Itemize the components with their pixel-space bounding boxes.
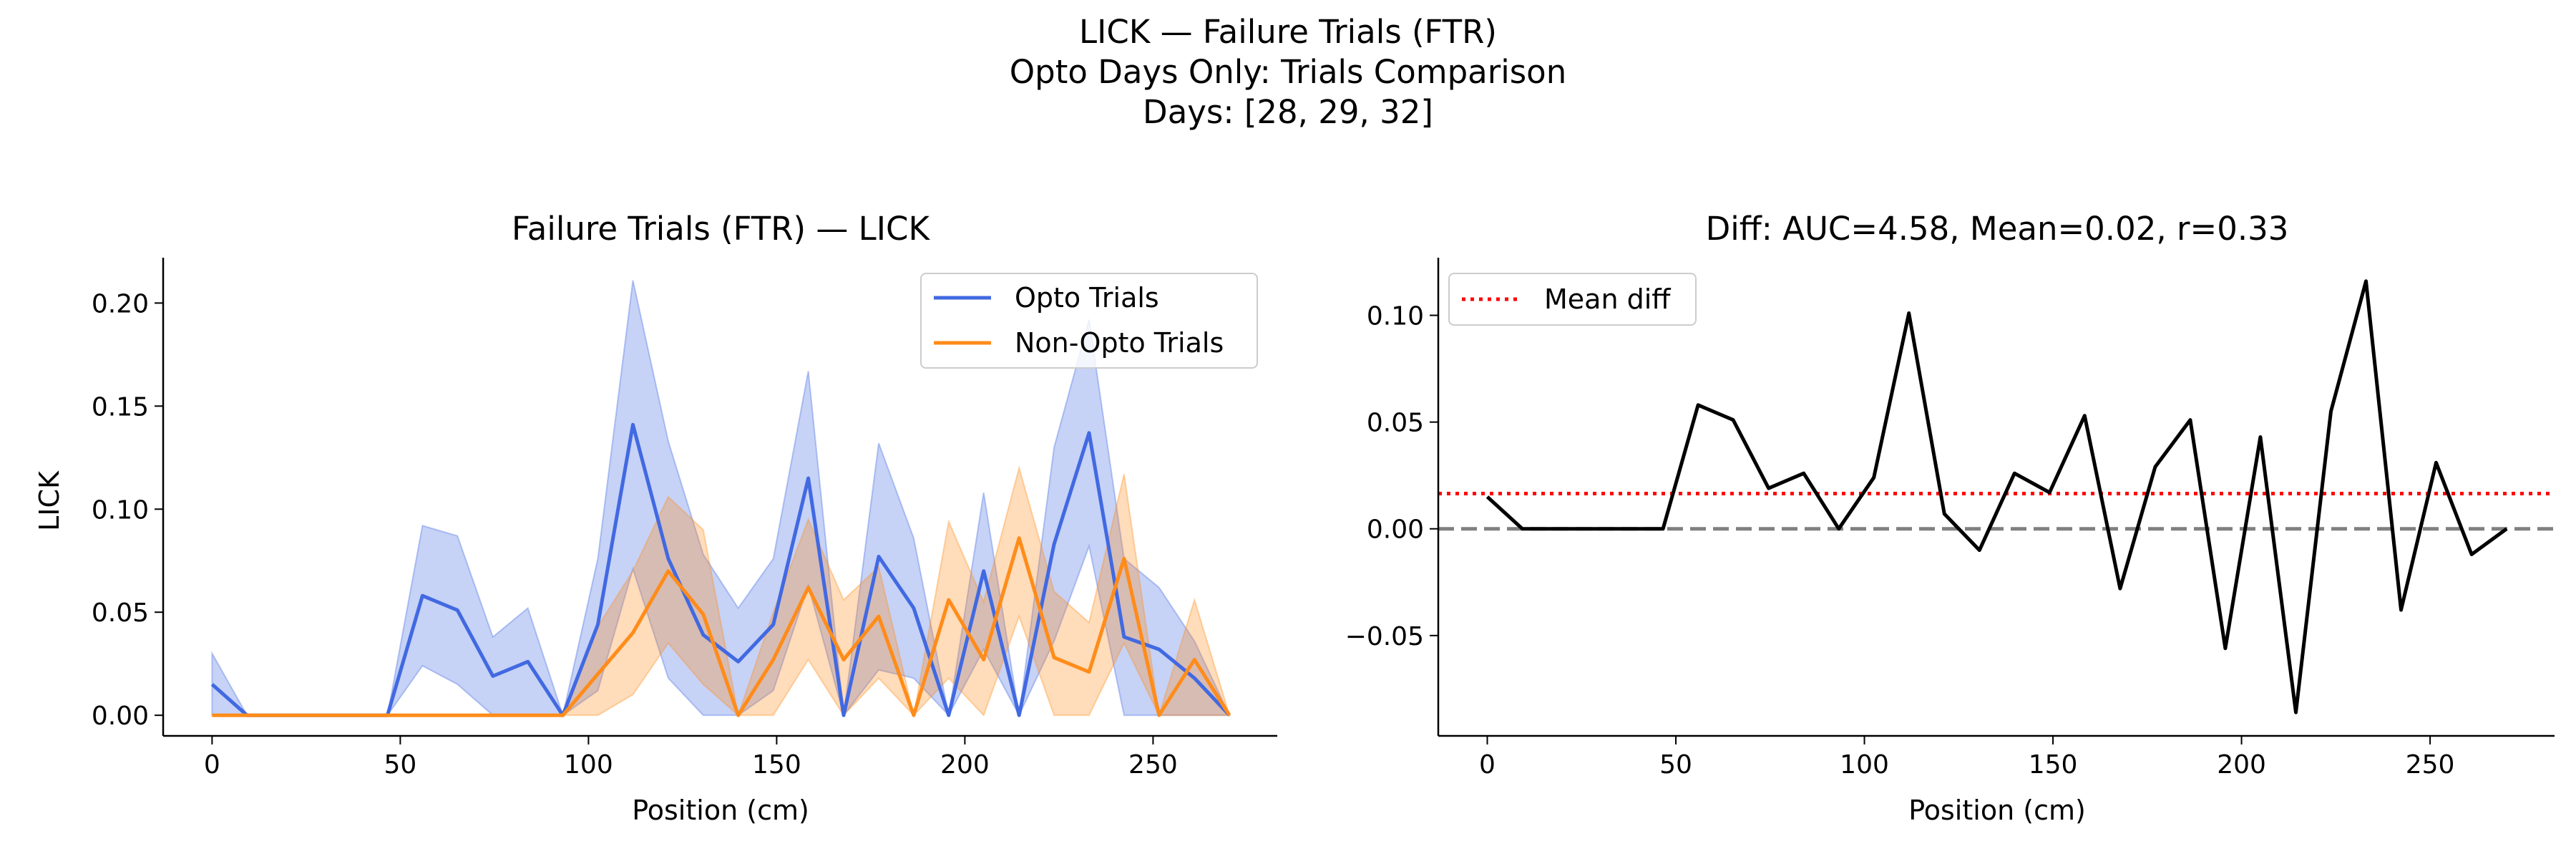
x-tick-label: 100 <box>564 750 613 780</box>
x-tick-label: 50 <box>384 750 416 780</box>
y-tick-label: −0.05 <box>1345 622 1424 651</box>
left-chart-legend: Opto Trials Non-Opto Trials <box>920 273 1258 369</box>
y-tick-label: 0.05 <box>1367 409 1424 438</box>
x-tick-label: 0 <box>1479 750 1496 780</box>
legend-frame <box>920 273 1258 369</box>
left-chart-series-lines <box>210 422 1231 717</box>
x-tick-label: 100 <box>1840 750 1889 780</box>
x-tick-label: 200 <box>940 750 990 780</box>
x-tick-label: 0 <box>204 750 220 780</box>
y-tick-label: 0.05 <box>92 598 149 628</box>
y-tick-label: 0.20 <box>92 289 149 319</box>
right-chart-axes <box>1437 258 2555 737</box>
y-tick-label: 0.00 <box>92 702 149 731</box>
right-chart-panel: Diff: AUC=4.58, Mean=0.02, r=0.33 0 50 100… <box>1345 210 2555 826</box>
left-chart-title: Failure Trials (FTR) — LICK <box>512 210 930 248</box>
x-tick-label: 150 <box>752 750 801 780</box>
x-tick-label: 50 <box>1659 750 1692 780</box>
left-chart-panel: Failure Trials (FTR) — LICK 0 50 100 150 200… <box>34 210 1277 826</box>
right-chart-legend: Mean diff <box>1448 273 1697 326</box>
y-tick-label: 0.15 <box>92 392 149 422</box>
y-tick-label: 0.10 <box>92 495 149 525</box>
suptitle-line-1: LICK — Failure Trials (FTR) <box>1079 13 1497 51</box>
right-chart-title: Diff: AUC=4.58, Mean=0.02, r=0.33 <box>1706 210 2289 248</box>
figure-suptitle: LICK — Failure Trials (FTR) Opto Days On… <box>1010 13 1566 131</box>
series-line-1 <box>212 536 1231 717</box>
left-chart-x-axis-label: Position (cm) <box>632 795 809 826</box>
left-chart-x-ticks: 0 50 100 150 200 250 <box>204 736 1178 780</box>
legend-label-mean-diff: Mean diff <box>1544 283 1671 315</box>
y-tick-label: 0.00 <box>1367 515 1424 545</box>
y-tick-label: 0.10 <box>1367 302 1424 331</box>
x-tick-label: 200 <box>2217 750 2266 780</box>
left-chart-axes <box>162 258 1277 737</box>
suptitle-line-2: Opto Days Only: Trials Comparison <box>1010 53 1566 91</box>
right-chart-series-lines <box>1485 279 2508 714</box>
legend-frame <box>1448 273 1697 326</box>
x-tick-label: 150 <box>2029 750 2078 780</box>
series-line-0 <box>1485 279 2508 714</box>
left-chart-y-axis-label: LICK <box>34 470 65 531</box>
x-tick-label: 250 <box>1128 750 1178 780</box>
suptitle-line-3: Days: [28, 29, 32] <box>1143 93 1433 131</box>
left-chart-y-ticks: 0.00 0.05 0.10 0.15 0.20 <box>92 289 163 731</box>
right-chart-x-ticks: 0 50 100 150 200 250 <box>1479 736 2454 780</box>
legend-label-non-opto-trials: Non-Opto Trials <box>1015 327 1224 359</box>
right-chart-x-axis-label: Position (cm) <box>1908 795 2086 826</box>
legend-label-opto-trials: Opto Trials <box>1015 282 1159 314</box>
right-chart-y-ticks: −0.05 0.00 0.05 0.10 <box>1345 302 1438 651</box>
x-tick-label: 250 <box>2406 750 2455 780</box>
